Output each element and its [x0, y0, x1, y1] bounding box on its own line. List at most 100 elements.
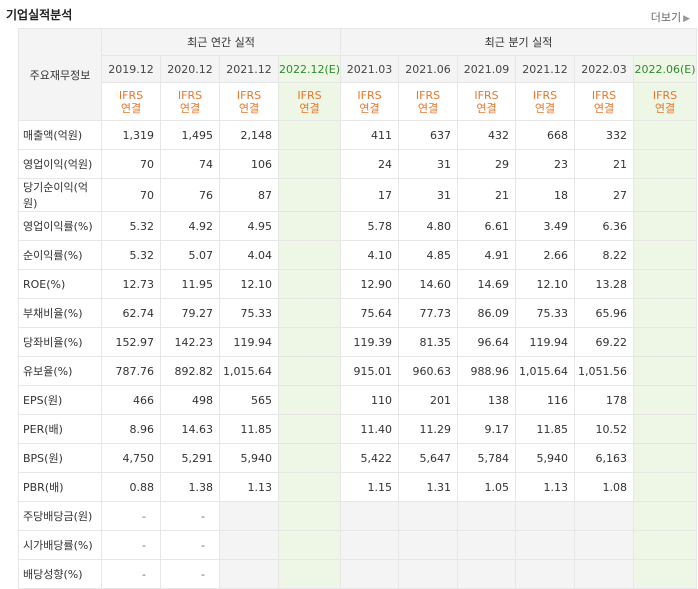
table-cell: 0.88 [101, 472, 161, 502]
table-cell: 65.96 [574, 298, 635, 328]
row-label: 매출액(억원) [18, 120, 102, 150]
standard-top-label: IFRS [177, 88, 203, 102]
financial-table: 주요재무정보 최근 연간 실적 최근 분기 실적 2019.12 2020.12 2… [18, 28, 698, 589]
table-cell [633, 501, 698, 531]
table-cell: 27 [574, 178, 635, 212]
row-label: 주당배당금(원) [18, 501, 102, 531]
table-cell: 4.91 [457, 240, 517, 270]
table-cell: 77.73 [398, 298, 459, 328]
more-label: 더보기 [650, 11, 682, 24]
table-cell: 5,940 [515, 443, 576, 473]
table-cell [457, 559, 517, 589]
table-row: PBR(배) 0.88 1.38 1.13 1.15 1.31 1.05 1.13 1.08 [18, 472, 698, 502]
table-cell [633, 178, 698, 212]
table-cell: 4.10 [340, 240, 400, 270]
standard-bottom-label: 연결 [238, 101, 260, 115]
table-cell: 74 [160, 149, 220, 179]
table-cell: 10.52 [574, 414, 635, 444]
standard-bottom-label: 연결 [120, 101, 142, 115]
row-label: EPS(원) [18, 385, 102, 415]
table-cell: 69.22 [574, 327, 635, 357]
standard-top-label: IFRS [357, 88, 382, 102]
table-cell: - [101, 530, 161, 560]
table-cell: 152.97 [101, 327, 161, 357]
standard-bottom-label: 연결 [179, 101, 201, 115]
table-cell: 9.17 [457, 414, 517, 444]
row-label: 시가배당률(%) [18, 530, 102, 560]
table-cell [277, 120, 342, 150]
standard-bottom-label: 연결 [299, 101, 320, 115]
standard-bottom-label: 연결 [654, 101, 676, 115]
table-cell [633, 298, 698, 328]
table-cell [633, 385, 698, 415]
table-cell: 6,163 [574, 443, 635, 473]
table-cell: 11.95 [160, 269, 220, 299]
table-cell: 12.73 [101, 269, 161, 299]
row-label: PBR(배) [18, 472, 102, 502]
table-row: 배당성향(%) - - [18, 559, 698, 589]
table-cell: 201 [398, 385, 459, 415]
table-cell: 119.39 [340, 327, 400, 357]
table-cell: 12.10 [515, 269, 576, 299]
table-cell: 142.23 [160, 327, 220, 357]
table-cell: 466 [101, 385, 161, 415]
table-cell: 11.29 [398, 414, 459, 444]
table-cell [398, 559, 459, 589]
standard-bottom-label: 연결 [534, 101, 556, 115]
table-cell: 6.61 [457, 211, 517, 241]
table-cell: 960.63 [398, 356, 459, 386]
table-cell [277, 530, 342, 560]
accounting-standard: IFRS 연결 [398, 82, 459, 121]
table-cell [277, 240, 342, 270]
table-cell [574, 530, 635, 560]
table-cell: 5,647 [398, 443, 459, 473]
quarter-group-header: 최근 분기 실적 [340, 28, 698, 56]
table-cell [633, 211, 698, 241]
table-cell [277, 149, 342, 179]
table-cell [277, 356, 342, 386]
table-cell [515, 501, 576, 531]
more-link[interactable]: 더보기 ▶ [651, 9, 690, 25]
period-header: 2022.12(E) [277, 55, 342, 83]
accounting-standard: IFRS 연결 [633, 82, 698, 121]
table-cell: 1,015.64 [219, 356, 279, 386]
table-cell: 119.94 [515, 327, 576, 357]
table-cell [277, 559, 342, 589]
table-cell: 3.49 [515, 211, 576, 241]
table-row: 영업이익(억원) 70 74 106 24 31 29 23 21 [18, 149, 698, 179]
table-cell: 76 [160, 178, 220, 212]
table-cell: 892.82 [160, 356, 220, 386]
table-cell: 8.22 [574, 240, 635, 270]
standard-top-label: IFRS [297, 88, 322, 102]
period-header: 2021.12 [219, 55, 279, 83]
table-cell: 14.60 [398, 269, 459, 299]
table-cell: 81.35 [398, 327, 459, 357]
table-cell [515, 530, 576, 560]
table-cell: 4.92 [160, 211, 220, 241]
table-cell: - [101, 501, 161, 531]
table-cell: 14.63 [160, 414, 220, 444]
table-cell [633, 269, 698, 299]
table-cell: 5,422 [340, 443, 400, 473]
table-cell: 5.32 [101, 211, 161, 241]
table-row: 주당배당금(원) - - [18, 501, 698, 531]
table-cell [633, 472, 698, 502]
table-cell: 1.13 [219, 472, 279, 502]
table-cell: 70 [101, 149, 161, 179]
table-cell: 17 [340, 178, 400, 212]
accounting-standard: IFRS 연결 [160, 82, 220, 121]
chevron-right-icon: ▶ [683, 14, 690, 24]
table-cell [633, 120, 698, 150]
table-cell: 432 [457, 120, 517, 150]
table-cell: 31 [398, 178, 459, 212]
table-cell [574, 559, 635, 589]
table-cell [633, 559, 698, 589]
table-cell: 1.13 [515, 472, 576, 502]
accounting-standard: IFRS 연결 [277, 82, 342, 121]
section-title: 기업실적분석 [6, 8, 73, 22]
table-cell [277, 269, 342, 299]
table-cell [398, 530, 459, 560]
table-cell: 23 [515, 149, 576, 179]
table-cell: 87 [219, 178, 279, 212]
table-cell: 411 [340, 120, 400, 150]
